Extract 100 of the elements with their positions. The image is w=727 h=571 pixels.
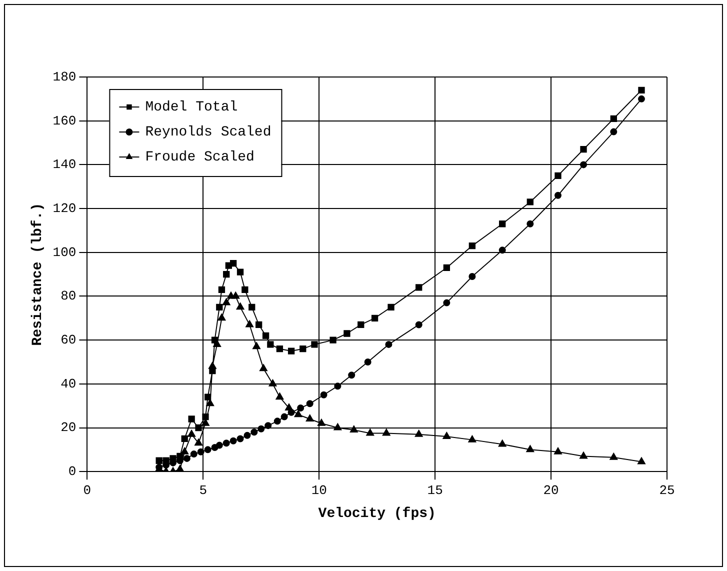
point	[416, 284, 422, 291]
legend-label: Reynolds Scaled	[145, 124, 272, 141]
legend-label: Froude Scaled	[145, 150, 254, 166]
point	[638, 457, 646, 464]
point	[280, 413, 288, 420]
point	[344, 330, 350, 337]
y-tick-label: 180	[52, 69, 76, 84]
point	[554, 192, 562, 199]
y-tick-label: 160	[52, 113, 76, 128]
point	[223, 270, 230, 278]
point	[156, 457, 162, 464]
point	[364, 358, 372, 366]
x-tick-label: 0	[83, 482, 92, 498]
point	[288, 348, 295, 354]
y-tick-label: 20	[60, 420, 76, 436]
point	[236, 302, 244, 310]
x-tick-label: 25	[659, 482, 675, 498]
x-tick-label: 20	[543, 482, 559, 498]
point	[350, 425, 358, 432]
point	[232, 292, 240, 299]
point	[230, 437, 237, 444]
point	[468, 272, 476, 280]
point	[442, 432, 451, 440]
point	[371, 314, 378, 322]
point	[526, 198, 534, 206]
y-tick-label: 120	[52, 200, 76, 216]
point	[580, 161, 588, 168]
point	[236, 268, 244, 276]
point	[276, 346, 284, 352]
point	[276, 392, 284, 400]
point	[468, 242, 476, 250]
point	[334, 382, 342, 390]
y-tick-label: 140	[52, 157, 76, 172]
point	[499, 220, 506, 228]
point	[580, 146, 587, 153]
point	[236, 435, 244, 442]
point	[330, 336, 336, 344]
point	[385, 340, 392, 348]
x-tick-label: 5	[199, 482, 208, 498]
point	[580, 452, 588, 459]
point	[610, 115, 617, 122]
point	[610, 128, 618, 136]
point	[415, 321, 422, 328]
point	[358, 321, 364, 328]
point	[268, 379, 277, 386]
point	[222, 440, 230, 447]
point	[638, 86, 645, 94]
y-tick-label: 60	[60, 332, 76, 348]
point	[190, 450, 198, 458]
point	[188, 430, 196, 437]
point	[311, 341, 318, 348]
point	[180, 447, 189, 454]
point	[317, 418, 326, 426]
point	[297, 404, 304, 412]
point	[274, 418, 281, 425]
point	[248, 304, 256, 311]
y-axis-title: Resistance (lbf.)	[30, 202, 46, 346]
point	[554, 172, 562, 179]
x-tick-label: 10	[311, 482, 327, 498]
point	[348, 372, 356, 379]
point	[306, 400, 314, 408]
point	[320, 391, 328, 398]
point	[388, 304, 394, 311]
x-tick-label: 15	[427, 482, 443, 498]
point	[554, 447, 562, 454]
point	[222, 298, 230, 306]
point	[183, 454, 190, 462]
y-tick-label: 100	[52, 244, 76, 260]
point	[260, 364, 268, 372]
point	[246, 320, 254, 328]
point	[443, 299, 450, 306]
point	[176, 464, 184, 472]
point	[250, 428, 258, 436]
point	[610, 452, 618, 460]
point	[258, 425, 265, 432]
point	[294, 410, 302, 418]
point	[300, 346, 306, 352]
point	[638, 95, 645, 102]
point	[194, 438, 202, 446]
point	[267, 341, 274, 348]
point	[334, 423, 342, 430]
x-axis-title: Velocity (fps)	[318, 506, 436, 522]
point	[242, 286, 248, 293]
point	[264, 422, 272, 430]
point	[498, 246, 506, 254]
y-tick-label: 80	[60, 288, 76, 304]
point	[216, 304, 223, 311]
point	[285, 404, 293, 411]
point	[255, 321, 262, 328]
point	[526, 220, 534, 228]
point	[526, 445, 534, 452]
point	[181, 435, 188, 442]
y-tick-label: 40	[60, 376, 76, 392]
point	[468, 435, 476, 442]
point	[244, 432, 251, 439]
point	[208, 362, 216, 369]
point	[414, 430, 423, 437]
point	[498, 440, 506, 447]
y-tick-label: 0	[68, 464, 76, 480]
point	[216, 442, 223, 449]
